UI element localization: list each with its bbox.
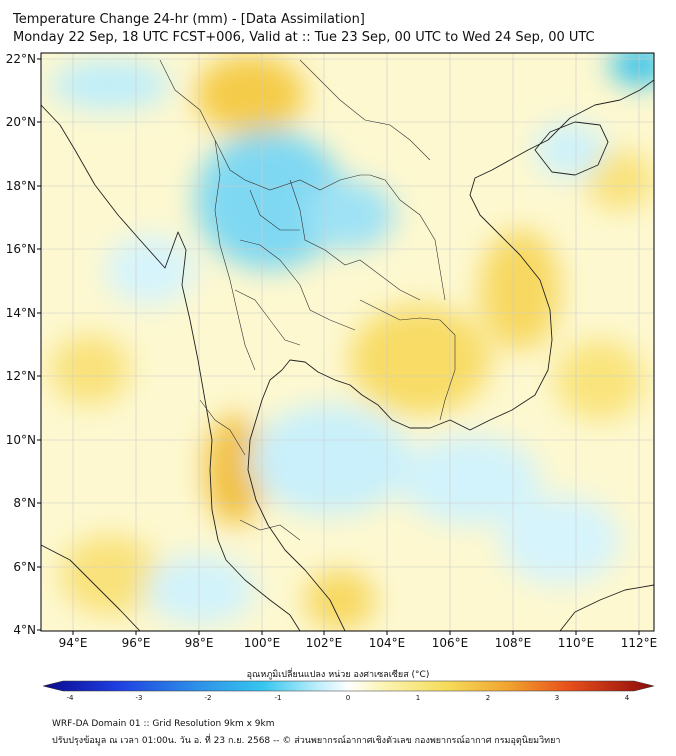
graticule <box>41 53 654 631</box>
lat-label: 6°N <box>13 560 36 574</box>
warm-patch <box>555 340 645 420</box>
footer-credit: ปรับปรุงข้อมูล ณ เวลา 01:00น. วัน อ. ที่… <box>52 736 561 746</box>
coastline-gulf-west <box>247 369 346 631</box>
border-line <box>234 289 301 346</box>
border-line <box>214 139 256 371</box>
border-line <box>289 179 421 301</box>
lon-label: 96°E <box>122 636 151 650</box>
colorbar-tick: -1 <box>275 694 282 702</box>
lon-label: 104°E <box>369 636 406 650</box>
warm-patch <box>585 150 654 210</box>
lat-label: 14°N <box>6 306 36 320</box>
coastline-hainan <box>534 121 609 176</box>
cool-patch <box>145 555 255 625</box>
admin-borders <box>159 59 456 541</box>
colorbar-tick: -2 <box>205 694 212 702</box>
lon-label: 106°E <box>432 636 469 650</box>
coastline-peninsula-west <box>217 539 301 631</box>
chart-title: Temperature Change 24-hr (mm) - [Data As… <box>13 12 365 27</box>
lat-label: 18°N <box>6 179 36 193</box>
border-line <box>360 174 446 301</box>
lat-label: 10°N <box>6 433 36 447</box>
colorbar-bar <box>42 680 655 692</box>
colorbar-tick: 1 <box>416 694 420 702</box>
cool-patch <box>535 122 605 178</box>
coastline-south <box>41 544 141 631</box>
cool-patch <box>305 180 395 250</box>
lat-label: 16°N <box>6 242 36 256</box>
cool-patch <box>250 405 410 515</box>
tick-marks <box>37 58 640 635</box>
cool-patch <box>610 53 654 85</box>
warm-patch <box>305 570 375 630</box>
lon-label: 100°E <box>244 636 281 650</box>
colorbar: -4 -3 -2 -1 0 1 2 3 4 <box>42 680 655 702</box>
border-line <box>239 239 356 331</box>
cool-patch <box>400 435 540 525</box>
lon-label: 98°E <box>185 636 214 650</box>
coastline-gulf-head <box>281 359 451 429</box>
border-line <box>359 299 456 421</box>
colorbar-tick: -3 <box>136 694 143 702</box>
coastline-south <box>559 584 654 631</box>
cool-patch <box>500 495 620 585</box>
coastline-vietnam <box>449 79 654 431</box>
border-line <box>249 189 300 231</box>
chart-subtitle: Monday 22 Sep, 18 UTC FCST+006, Valid at… <box>13 30 595 45</box>
colorbar-tick: 2 <box>486 694 490 702</box>
coastlines <box>41 79 654 631</box>
temperature-field <box>41 53 654 631</box>
lon-label: 94°E <box>59 636 88 650</box>
border-line <box>159 59 361 191</box>
lat-label: 8°N <box>13 496 36 510</box>
warm-patch <box>60 535 160 615</box>
lon-label: 112°E <box>621 636 658 650</box>
colorbar-title: อุณหภูมิเปลี่ยนแปลง หน่วย องศาเซลเซียส (… <box>246 670 430 680</box>
colorbar-tick: 0 <box>346 694 350 702</box>
cool-patch <box>50 60 170 110</box>
lon-label: 102°E <box>306 636 343 650</box>
colorbar-tick: 3 <box>555 694 559 702</box>
border-line <box>199 399 246 456</box>
border-line <box>239 519 301 541</box>
colorbar-tick: 4 <box>625 694 630 702</box>
warm-patch <box>480 230 560 350</box>
warm-patch <box>50 335 130 405</box>
colorbar-tick: -4 <box>67 694 75 702</box>
border-line <box>299 59 431 161</box>
map-frame <box>40 52 655 632</box>
lat-label: 4°N <box>13 623 36 637</box>
lat-label: 12°N <box>6 369 36 383</box>
footer-model-info: WRF-DA Domain 01 :: Grid Resolution 9km … <box>52 719 275 729</box>
warm-patch <box>350 305 490 415</box>
cool-patch <box>195 130 345 270</box>
lon-label: 110°E <box>558 636 595 650</box>
cool-patch <box>105 235 195 305</box>
lat-label: 20°N <box>6 115 36 129</box>
warm-patch <box>195 55 305 135</box>
coastline-myanmar-west <box>41 104 219 541</box>
lat-label: 22°N <box>6 52 36 66</box>
lon-label: 108°E <box>495 636 532 650</box>
